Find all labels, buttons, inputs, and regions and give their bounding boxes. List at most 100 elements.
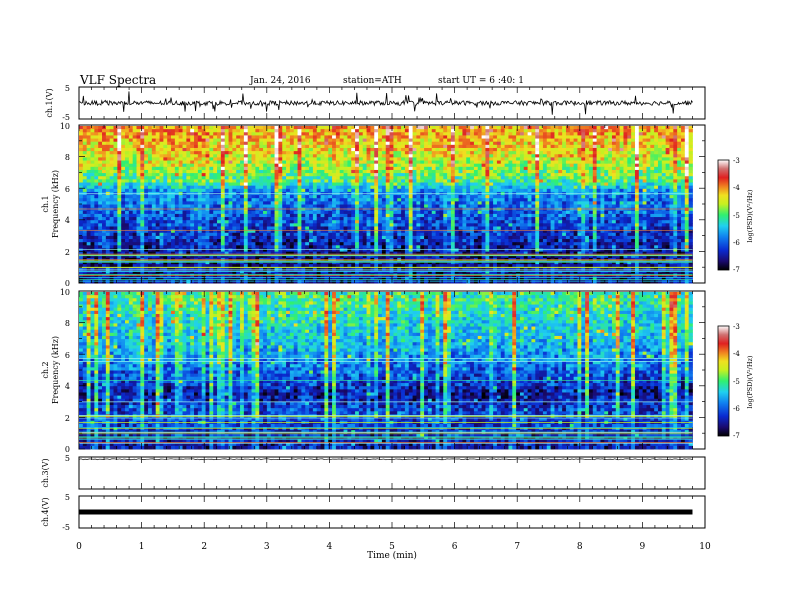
- spectrogram-cell: [416, 188, 421, 193]
- spectrogram-cell: [347, 132, 352, 136]
- spectrogram-cell: [328, 204, 333, 209]
- spectrogram-cell: [228, 217, 233, 221]
- spectrogram-cell: [312, 129, 318, 133]
- spectrogram-cell: [240, 157, 245, 161]
- spectrogram-cell: [155, 204, 160, 209]
- spectrogram-cell: [604, 157, 609, 161]
- spectrogram-cell: [102, 204, 107, 209]
- spectrogram-cell: [140, 138, 145, 143]
- spectrogram-cell: [228, 182, 233, 187]
- spectrogram-cell: [573, 173, 578, 177]
- spectrogram-cell: [385, 210, 390, 215]
- spectrogram-cell: [155, 151, 160, 155]
- spectrogram-cell: [305, 144, 310, 149]
- spectrogram-cell: [205, 185, 210, 190]
- spectrogram-cell: [420, 157, 425, 161]
- spectrogram-cell: [504, 129, 509, 133]
- spectrogram-cell: [654, 217, 659, 221]
- spectrogram-cell: [485, 217, 490, 221]
- spectrogram-cell: [125, 138, 130, 143]
- spectrogram-cell: [182, 207, 187, 212]
- spectrogram-cell: [512, 154, 517, 158]
- spectrogram-cell: [278, 201, 283, 205]
- spectrogram-cell: [255, 144, 260, 149]
- spectrogram-cell: [232, 151, 237, 155]
- spectrogram-cell: [125, 182, 130, 187]
- spectrogram-cell: [427, 204, 433, 209]
- spectrogram-cell: [243, 138, 249, 143]
- spectrogram-cell: [573, 157, 578, 161]
- spectrogram-cell: [197, 160, 203, 165]
- spectrogram-cell: [431, 135, 436, 139]
- spectrogram-cell: [393, 126, 398, 130]
- spectrogram-cell: [416, 198, 421, 202]
- spectrogram-cell: [397, 135, 402, 139]
- spectrogram-cell: [339, 129, 344, 133]
- spectrogram-cell: [673, 198, 678, 202]
- spectrogram-cell: [401, 169, 406, 174]
- spectrogram-cell: [312, 213, 318, 218]
- spectrogram-cell: [496, 188, 502, 193]
- spectrogram-cell: [190, 201, 195, 205]
- spectrogram-cell: [684, 176, 690, 180]
- spectrogram-cell: [470, 173, 475, 177]
- spectrogram-cell: [312, 157, 318, 161]
- spectrogram-cell: [98, 217, 103, 221]
- spectrogram-cell: [393, 135, 398, 139]
- spectrogram-cell: [500, 217, 505, 221]
- spectrogram-cell: [393, 182, 398, 187]
- spectrogram-cell: [420, 151, 425, 155]
- spectrogram-cell: [309, 220, 314, 224]
- spectrogram-cell: [688, 141, 693, 146]
- spectrogram-cell: [347, 166, 352, 171]
- spectrogram-cell: [466, 163, 471, 168]
- spectrogram-cell: [128, 138, 134, 143]
- spectrogram-cell: [581, 198, 586, 202]
- spectrogram-cell: [125, 157, 130, 161]
- spectrogram-cell: [213, 220, 218, 224]
- spectrogram-cell: [542, 182, 548, 187]
- spectrogram-cell: [117, 213, 122, 218]
- spectrogram-cell: [128, 144, 134, 149]
- spectrogram-cell: [324, 220, 329, 224]
- spectrogram-cell: [408, 182, 413, 187]
- spectrogram-cell: [470, 132, 475, 136]
- spectrogram-cell: [638, 126, 644, 130]
- spectrogram-cell: [374, 182, 379, 187]
- spectrogram-cell: [374, 147, 379, 152]
- spectrogram-cell: [213, 210, 218, 215]
- spectrogram-cell: [144, 213, 149, 218]
- spectrogram-cell: [665, 138, 670, 143]
- spectrogram-cell: [259, 198, 264, 202]
- spectrogram-cell: [247, 173, 252, 177]
- spectrogram-cell: [546, 185, 552, 190]
- spectrogram-cell: [673, 169, 678, 174]
- spectrogram-cell: [171, 147, 176, 152]
- spectrogram-cell: [611, 185, 617, 190]
- spectrogram-cell: [98, 210, 103, 215]
- spectrogram-cell: [293, 151, 298, 155]
- spectrogram-cell: [569, 129, 575, 133]
- spectrogram-cell: [546, 195, 552, 199]
- spectrogram-cell: [270, 160, 275, 165]
- spectrogram-cell: [197, 201, 203, 205]
- spectrogram-cell: [642, 138, 647, 143]
- spectrogram-cell: [684, 198, 690, 202]
- spectrogram-cell: [335, 157, 341, 161]
- spectrogram-cell: [136, 201, 141, 205]
- spectrogram-cell: [677, 204, 682, 209]
- spectrogram-cell: [573, 160, 578, 165]
- spectrogram-cell: [535, 129, 540, 133]
- spectrogram-cell: [397, 141, 402, 146]
- spectrogram-cell: [427, 169, 433, 174]
- spectrogram-cell: [673, 213, 678, 218]
- spectrogram-cell: [631, 201, 636, 205]
- spectrogram-cell: [274, 147, 279, 152]
- spectrogram-cell: [171, 160, 176, 165]
- spectrogram-cell: [347, 204, 352, 209]
- spectrogram-cell: [136, 176, 141, 180]
- spectrogram-cell: [585, 210, 590, 215]
- spectrogram-cell: [558, 126, 563, 130]
- spectrogram-cell: [263, 195, 268, 199]
- spectrogram-cell: [94, 169, 99, 174]
